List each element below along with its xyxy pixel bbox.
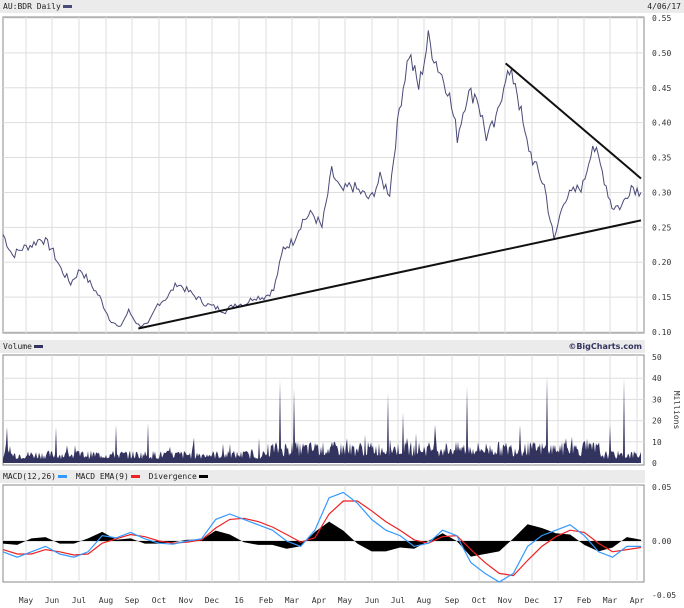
y-tick-label: 10 [652,438,662,447]
ema-legend-swatch [130,475,140,478]
x-tick-label: 17 [553,596,563,605]
ema-legend-label: MACD EMA(9) [75,472,129,481]
y-tick-label: 0.45 [652,84,671,93]
x-tick-label: Sep [445,596,460,605]
x-tick-label: Jul [72,596,87,605]
volume-title: Volume [3,342,32,351]
volume-bars [3,376,641,463]
x-tick-label: Dec [205,596,220,605]
x-tick-label: Oct [152,596,167,605]
divergence-histogram [3,521,641,557]
y-tick-label: 0.00 [652,537,671,546]
y-tick-label: 0.30 [652,188,671,197]
volume-axis-label: Millions [672,391,681,430]
y-tick-label: 30 [652,395,662,404]
y-tick-label: 20 [652,417,662,426]
x-tick-label: Oct [472,596,487,605]
price-title: AU:BDR Daily [3,2,61,11]
y-tick-label: 0 [652,459,657,468]
x-tick-label: Apr [630,596,645,605]
y-tick-label: 0.55 [652,14,671,23]
y-tick-label: 0.40 [652,119,671,128]
x-tick-label: Apr [312,596,327,605]
y-tick-label: 0.15 [652,293,671,302]
macd-legend-swatch [57,475,67,478]
y-tick-label: 50 [652,353,662,362]
price-legend-swatch [62,5,72,8]
macd-ema-line [2,500,642,577]
panel-frame [2,354,645,466]
x-tick-label: Feb [259,596,274,605]
x-tick-label: Jul [391,596,406,605]
x-tick-label: Aug [417,596,432,605]
panel-frame [2,16,645,334]
divergence-legend-label: Divergence [148,472,197,481]
chart-date: 4/06/17 [647,2,681,11]
x-tick-label: 16 [234,596,244,605]
y-tick-label: 0.20 [652,258,671,267]
trendline [505,62,642,180]
divergence-legend-swatch [198,475,208,478]
price-line [2,30,642,328]
y-tick-label: 0.25 [652,223,671,232]
price-header: AU:BDR Daily 4/06/17 [0,0,684,13]
bigcharts-credit[interactable]: ©BigCharts.com [568,342,642,351]
trendline [138,219,642,330]
x-tick-label: Nov [498,596,513,605]
macd-header: MACD(12,26) MACD EMA(9) Divergence [0,470,645,483]
y-tick-label: 40 [652,374,662,383]
x-tick-label: Mar [285,596,300,605]
y-tick-label: 0.05 [652,483,671,492]
y-tick-label: 0.50 [652,49,671,58]
x-tick-label: May [338,596,353,605]
y-tick-label: -0.05 [652,591,676,600]
volume-header: Volume ©BigCharts.com [0,340,645,353]
x-tick-label: Jun [45,596,60,605]
x-tick-label: Dec [525,596,540,605]
x-tick-label: May [19,596,34,605]
x-tick-label: Sep [125,596,140,605]
y-tick-label: 0.35 [652,154,671,163]
macd-legend-label: MACD(12,26) [3,472,56,481]
x-tick-label: Jun [365,596,380,605]
y-tick-label: 0.10 [652,328,671,337]
x-tick-label: Aug [99,596,114,605]
x-tick-label: Mar [603,596,618,605]
x-tick-label: Nov [179,596,194,605]
x-tick-label: Feb [577,596,592,605]
volume-legend-swatch [33,345,43,348]
macd-line [2,491,641,583]
